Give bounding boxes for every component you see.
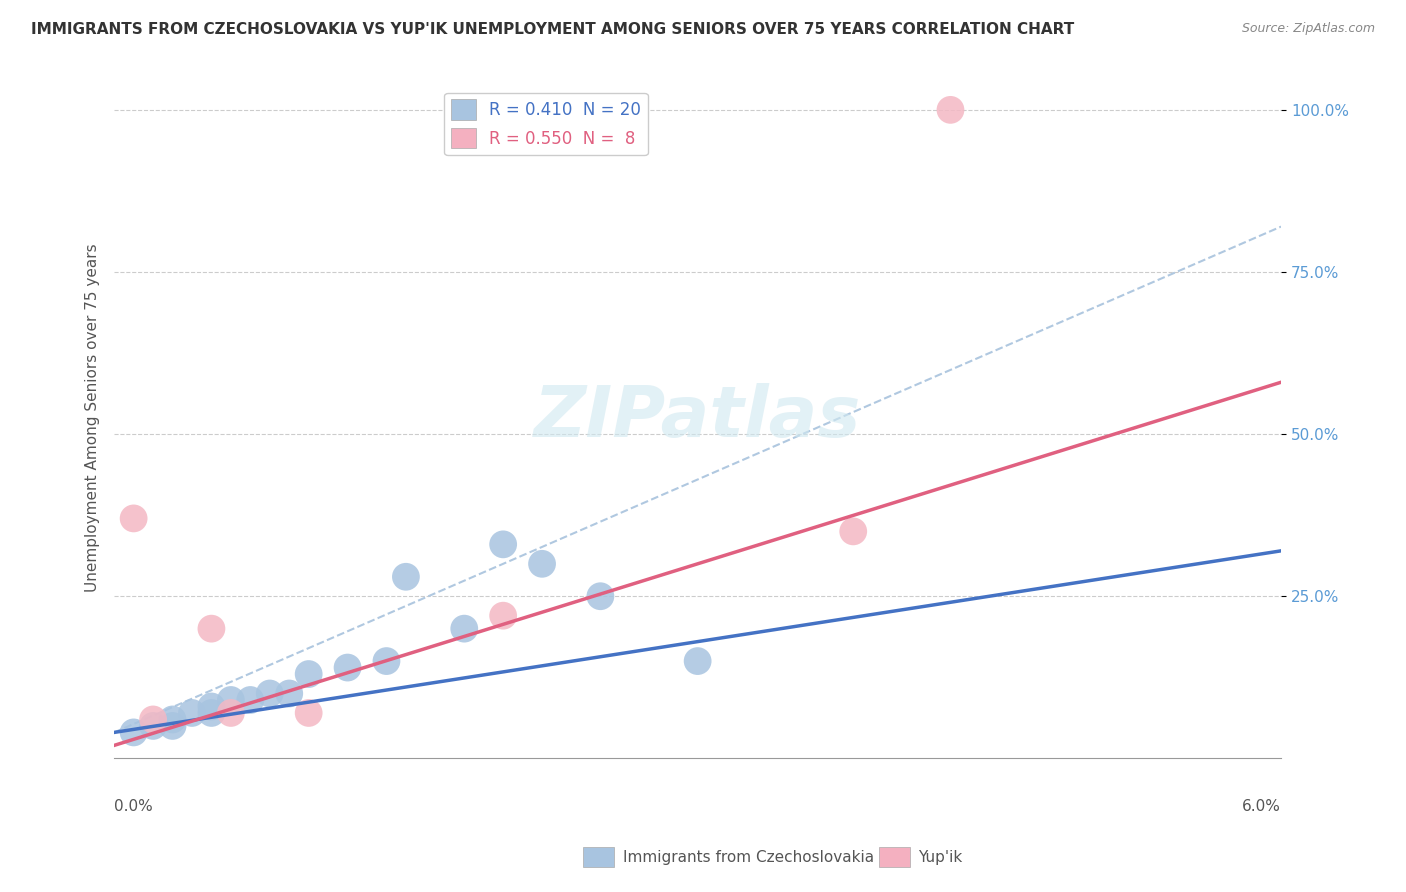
Text: Yup'ik: Yup'ik — [918, 850, 962, 864]
Text: IMMIGRANTS FROM CZECHOSLOVAKIA VS YUP'IK UNEMPLOYMENT AMONG SENIORS OVER 75 YEAR: IMMIGRANTS FROM CZECHOSLOVAKIA VS YUP'IK… — [31, 22, 1074, 37]
Point — [239, 693, 262, 707]
Point — [200, 622, 222, 636]
Point — [162, 713, 184, 727]
Point — [939, 103, 962, 117]
Point — [492, 608, 515, 623]
Point — [162, 719, 184, 733]
Point — [531, 557, 554, 571]
Point — [298, 667, 321, 681]
Point — [219, 706, 242, 720]
Point — [453, 622, 475, 636]
Text: Immigrants from Czechoslovakia: Immigrants from Czechoslovakia — [623, 850, 875, 864]
Text: 0.0%: 0.0% — [114, 799, 153, 814]
Point — [842, 524, 865, 539]
Point — [686, 654, 709, 668]
Point — [200, 699, 222, 714]
Point — [122, 511, 145, 525]
Point — [122, 725, 145, 739]
Point — [142, 713, 165, 727]
Text: Source: ZipAtlas.com: Source: ZipAtlas.com — [1241, 22, 1375, 36]
Point — [278, 686, 301, 700]
Point — [181, 706, 204, 720]
Text: ZIPatlas: ZIPatlas — [534, 384, 862, 452]
Point — [219, 693, 242, 707]
Point — [492, 537, 515, 551]
Point — [142, 719, 165, 733]
Y-axis label: Unemployment Among Seniors over 75 years: Unemployment Among Seniors over 75 years — [86, 244, 100, 592]
Point — [259, 686, 281, 700]
Legend: R = 0.410  N = 20, R = 0.550  N =  8: R = 0.410 N = 20, R = 0.550 N = 8 — [444, 93, 648, 155]
Point — [589, 589, 612, 603]
Point — [298, 706, 321, 720]
Text: 6.0%: 6.0% — [1243, 799, 1281, 814]
Point — [395, 570, 418, 584]
Point — [200, 706, 222, 720]
Point — [375, 654, 398, 668]
Point — [336, 660, 359, 674]
